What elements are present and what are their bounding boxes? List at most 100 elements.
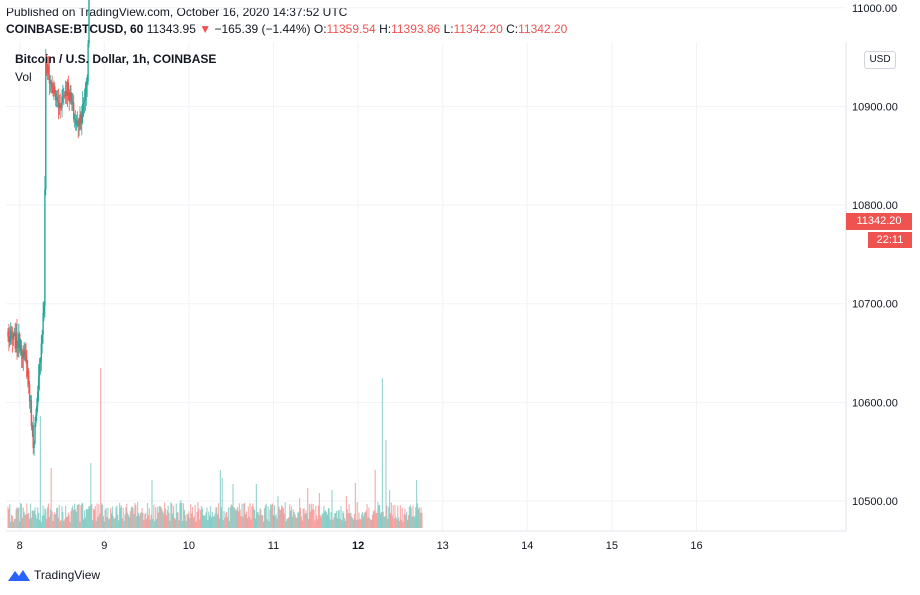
volume-bar xyxy=(24,514,26,528)
volume-bar xyxy=(333,517,335,528)
candle-body xyxy=(84,93,87,101)
volume-bar xyxy=(162,511,164,528)
volume-bar xyxy=(214,513,216,528)
candle-body xyxy=(31,424,33,427)
volume-bar xyxy=(27,513,29,528)
volume-bar xyxy=(92,508,95,528)
volume-bar xyxy=(393,518,395,528)
candle-body xyxy=(8,336,10,343)
volume-bar xyxy=(126,503,128,528)
volume-bar xyxy=(278,506,280,528)
volume-bar xyxy=(306,513,308,528)
volume-bar xyxy=(250,519,252,528)
volume-bar xyxy=(47,507,49,528)
volume-bar xyxy=(38,519,41,528)
volume-bar xyxy=(216,507,218,528)
volume-bar xyxy=(419,512,421,528)
volume-bar xyxy=(406,511,408,528)
volume-bar xyxy=(288,517,290,528)
currency-button[interactable]: USD xyxy=(864,51,896,69)
volume-bar xyxy=(157,512,159,528)
volume-bar xyxy=(262,515,264,528)
candle-body xyxy=(36,405,38,416)
volume-bar xyxy=(384,516,386,528)
volume-bar xyxy=(339,518,341,528)
volume-bar xyxy=(159,506,161,528)
volume-bar xyxy=(227,507,230,528)
volume-bar xyxy=(153,504,155,528)
volume-bar xyxy=(308,503,311,528)
volume-bar xyxy=(232,484,234,528)
volume-bar xyxy=(218,503,220,528)
volume-bar xyxy=(72,505,74,528)
volume-bar xyxy=(380,511,383,528)
volume-bar xyxy=(273,505,275,528)
volume-bar xyxy=(136,516,138,528)
candle-body xyxy=(79,114,81,125)
candle-body xyxy=(33,442,35,449)
volume-bar xyxy=(80,505,82,528)
candle-body xyxy=(39,361,42,364)
volume-bar xyxy=(12,521,14,528)
candle-body xyxy=(44,188,46,306)
volume-bar xyxy=(290,506,293,528)
volume-bar xyxy=(211,511,213,528)
tradingview-logo[interactable]: TradingView xyxy=(8,568,100,582)
volume-bar xyxy=(264,505,266,528)
countdown-badge: 22:11 xyxy=(868,232,912,248)
volume-bar xyxy=(305,510,307,528)
volume-bar xyxy=(23,511,25,528)
volume-bar xyxy=(188,511,190,528)
volume-bar xyxy=(293,511,295,528)
volume-bar xyxy=(318,493,320,528)
volume-bar xyxy=(332,519,334,528)
volume-bar xyxy=(78,503,80,528)
volume-bar xyxy=(286,518,288,528)
volume-bar xyxy=(204,515,206,528)
volume-bar xyxy=(329,519,331,528)
volume-bar xyxy=(13,519,15,528)
volume-bar xyxy=(46,518,48,528)
low-value: 11342.20 xyxy=(453,22,503,36)
candle-body xyxy=(28,370,30,385)
volume-bar xyxy=(110,513,113,528)
x-tick-label: 11 xyxy=(268,540,279,552)
volume-bar xyxy=(245,514,247,528)
volume-bar xyxy=(151,480,153,528)
volume-bar xyxy=(93,509,95,528)
volume-bar xyxy=(81,503,83,528)
volume-bar xyxy=(32,510,34,528)
volume-bar xyxy=(335,510,338,528)
volume-bar xyxy=(416,480,418,528)
volume-bar xyxy=(73,510,75,528)
volume-bar xyxy=(249,502,251,528)
volume-bar xyxy=(144,514,146,528)
time-axis[interactable]: 8 9 10 11 12 13 14 15 16 xyxy=(17,540,703,552)
volume-bar xyxy=(178,520,180,528)
volume-bar xyxy=(75,511,77,528)
volume-bar xyxy=(140,512,142,528)
candle-body xyxy=(19,333,21,351)
volume-bar xyxy=(29,519,31,528)
volume-bar xyxy=(341,520,343,528)
volume-bar xyxy=(193,516,195,528)
volume-bar xyxy=(263,521,265,528)
volume-bar xyxy=(227,517,229,528)
volume-bar xyxy=(276,518,278,528)
volume-bar xyxy=(22,507,24,528)
last-price-value: 11343.95 xyxy=(146,22,196,36)
candle-body xyxy=(60,107,62,109)
price-axis[interactable]: 10500.00 10600.00 10700.00 10800.00 10900.00… xyxy=(852,0,898,508)
candle-body xyxy=(64,95,66,97)
volume-bar xyxy=(259,508,261,528)
volume-bar xyxy=(200,509,202,528)
volume-bar xyxy=(141,507,143,528)
volume-bar xyxy=(90,463,92,528)
volume-bar xyxy=(414,515,416,528)
volume-bar xyxy=(256,512,258,528)
volume-bar xyxy=(107,507,109,528)
volume-bar xyxy=(376,512,378,528)
x-tick-label: 16 xyxy=(690,540,702,552)
volume-bar xyxy=(150,514,152,528)
